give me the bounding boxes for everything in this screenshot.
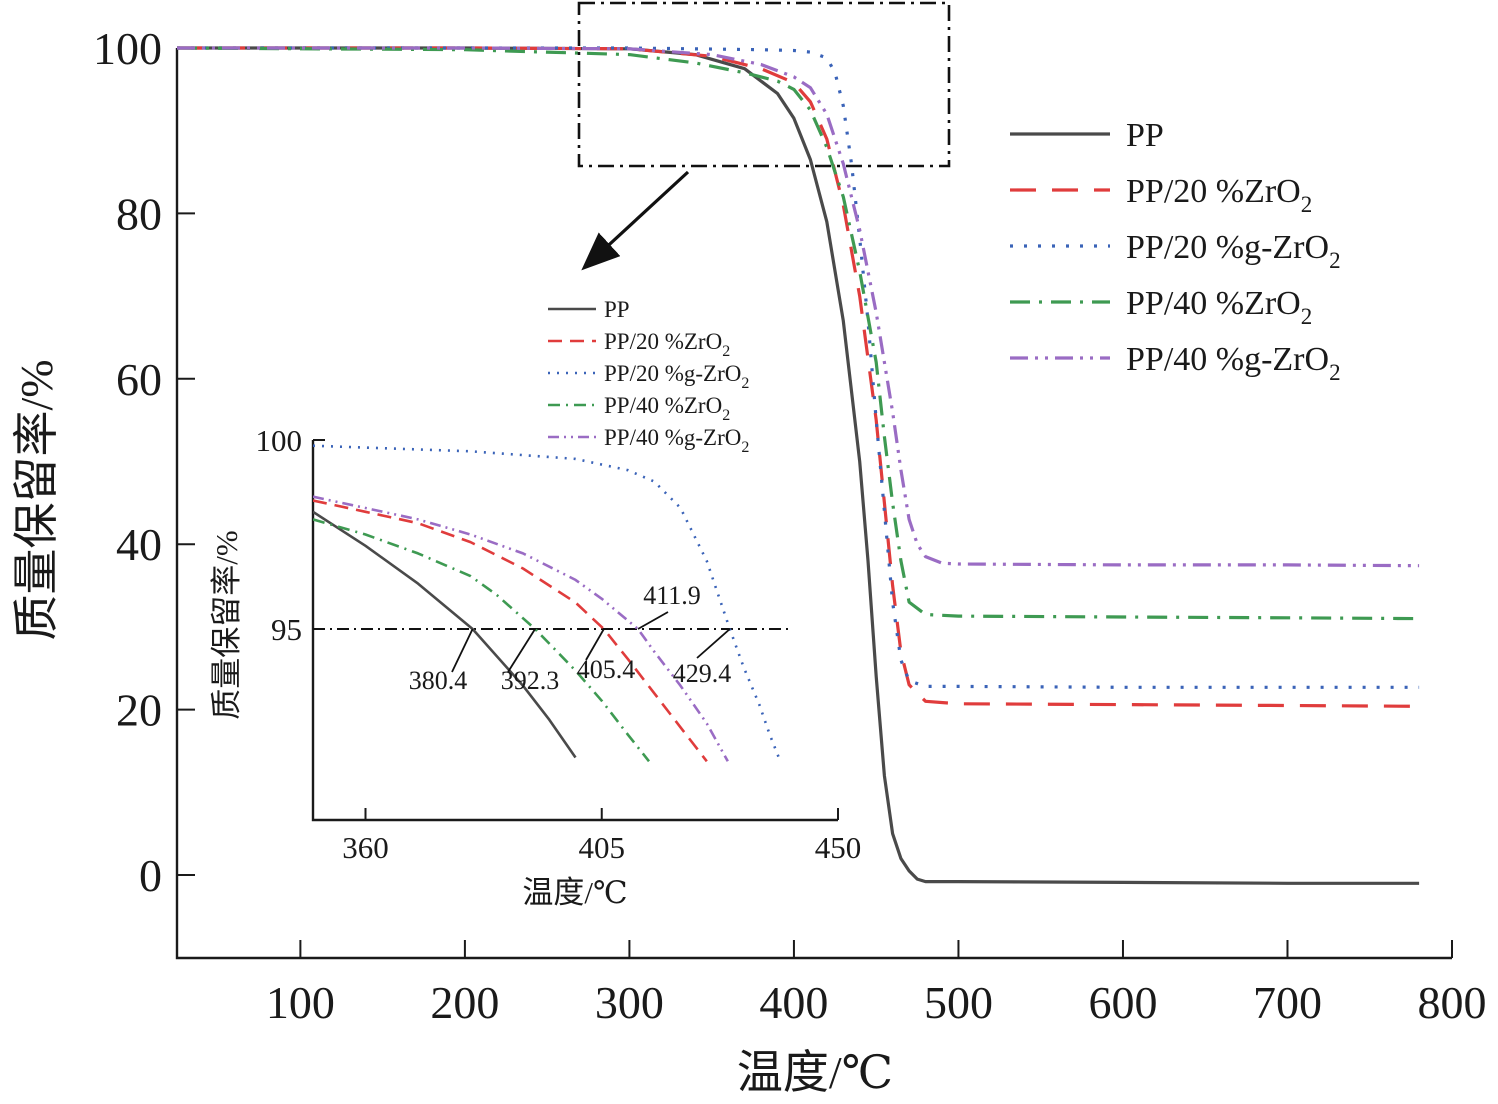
annotation-leader (585, 628, 605, 661)
legend-label: PP/20 %g-ZrO2 (1126, 229, 1341, 273)
inset-x-axis-title: 温度/℃ (522, 875, 627, 910)
y-tick-label: 60 (116, 354, 162, 405)
main-plot: 100 200 300 400 500 600 700 800 0 20 40 60 80 100 温度/℃… (11, 23, 1487, 1098)
zoom-arrow (581, 170, 690, 271)
annotation-label: 392.3 (501, 666, 560, 695)
annotation-label: 411.9 (643, 581, 701, 610)
inset-legend-label: PP/40 %ZrO2 (604, 393, 730, 424)
inset-axes (311, 440, 838, 822)
y-tick-label: 80 (116, 188, 162, 239)
inset-legend-label-subscript: 2 (722, 343, 730, 360)
inset-legend-label: PP (604, 297, 630, 322)
series-line-pp-20-zro2 (313, 499, 708, 763)
series-line-pp-40-zro2 (176, 46, 1420, 621)
legend-label-text: PP (1126, 117, 1164, 154)
inset-x-tick-label: 360 (342, 830, 389, 865)
x-tick-label: 200 (430, 977, 499, 1028)
inset-legend-label-subscript: 2 (722, 407, 730, 424)
legend-label-subscript: 2 (1301, 192, 1313, 217)
annotation-leader (451, 628, 474, 673)
x-tick-label: 500 (924, 977, 993, 1028)
x-tick-label: 700 (1253, 977, 1322, 1028)
annotation-label: 405.4 (577, 655, 636, 684)
inset-y-tick-label: 100 (256, 423, 303, 458)
inset-legend-label: PP/40 %g-ZrO2 (604, 425, 749, 456)
x-tick-label: 400 (759, 977, 828, 1028)
legend-label-subscript: 2 (1329, 248, 1341, 273)
series-line-pp-40-zro2 (313, 518, 651, 763)
legend-label-subscript: 2 (1301, 304, 1313, 329)
main-axes (175, 48, 1452, 960)
legend-label: PP/20 %ZrO2 (1126, 173, 1312, 217)
zoom-rectangle (577, 1, 951, 168)
legend-label: PP (1126, 117, 1164, 154)
inset-legend-label-text: PP/20 %ZrO (604, 329, 722, 354)
y-axis-title: 质量保留率/% (11, 359, 62, 640)
inset-legend-label-subscript: 2 (741, 375, 749, 392)
annotation-label: 429.4 (673, 659, 732, 688)
legend-label-text: PP/20 %g-ZrO (1126, 229, 1329, 266)
inset-legend-label-subscript: 2 (741, 439, 749, 456)
annotation-leader (507, 628, 536, 673)
series-line-pp (177, 46, 1420, 885)
inset-background (213, 295, 833, 910)
annotation-label: 380.4 (409, 666, 468, 695)
annotation-leader (637, 611, 669, 630)
legend-label-text: PP/20 %ZrO (1126, 173, 1301, 210)
inset-legend-label-text: PP/40 %g-ZrO (604, 425, 741, 450)
legend-label-text: PP/40 %g-ZrO (1126, 341, 1329, 378)
inset-legend-label-text: PP/40 %ZrO (604, 393, 722, 418)
x-tick-label: 100 (266, 977, 335, 1028)
legend-label: PP/40 %g-ZrO2 (1126, 341, 1341, 385)
inset-plot: 360 405 450 95 100 温度/℃ 质量保留率/% 380.4 392.3 405.4… (209, 295, 861, 910)
annotation-leader (696, 628, 731, 659)
y-tick-label: 100 (93, 23, 162, 74)
y-tick-label: 40 (116, 519, 162, 570)
x-axis-title: 温度/℃ (737, 1047, 893, 1098)
legend-label-subscript: 2 (1329, 360, 1341, 385)
inset-y-tick-label: 95 (271, 612, 302, 647)
y-tick-label: 0 (139, 850, 162, 901)
x-tick-label: 600 (1088, 977, 1157, 1028)
inset-legend-label-text: PP/20 %g-ZrO (604, 361, 741, 386)
y-tick-label: 20 (116, 685, 162, 736)
legend-label-text: PP/40 %ZrO (1126, 285, 1301, 322)
x-tick-label: 300 (595, 977, 664, 1028)
inset-legend-label-text: PP (604, 297, 630, 322)
zoom-box (577, 1, 951, 271)
legend-label: PP/40 %ZrO2 (1126, 285, 1312, 329)
inset-x-tick-label: 450 (815, 830, 862, 865)
x-tick-label: 800 (1418, 977, 1487, 1028)
series-line-pp-40-g-zro2 (313, 495, 729, 762)
inset-y-axis-title: 质量保留率/% (209, 530, 244, 719)
inset-x-tick-label: 405 (579, 830, 626, 865)
series-line-pp-20-g-zro2 (313, 444, 782, 762)
inset-legend-label: PP/20 %g-ZrO2 (604, 361, 749, 392)
inset-legend-label: PP/20 %ZrO2 (604, 329, 730, 360)
series-line-pp-40-g-zro2 (177, 46, 1420, 568)
